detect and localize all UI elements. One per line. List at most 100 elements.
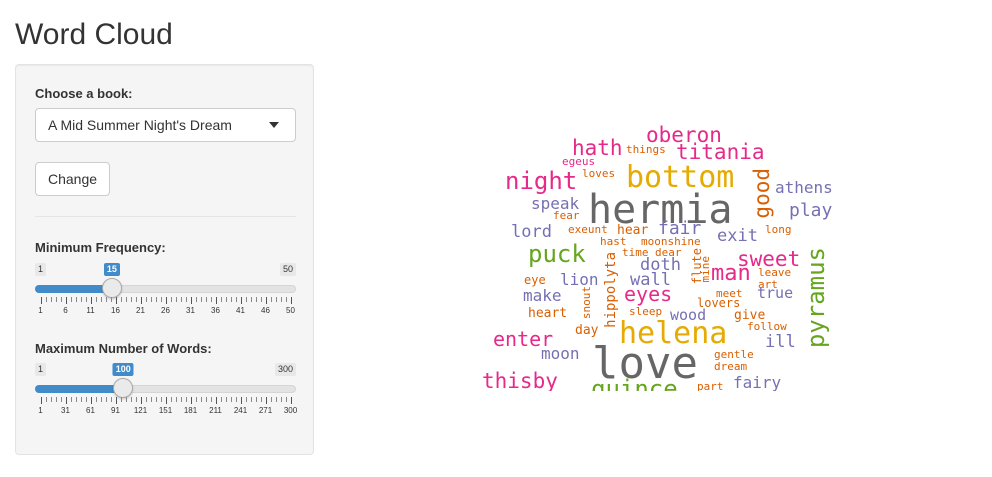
slider-tick-minor: [245, 297, 247, 302]
slider-tick-minor: [95, 397, 97, 402]
slider-tick-minor: [50, 297, 52, 302]
slider-tick-minor: [170, 397, 172, 402]
slider-tick-minor: [195, 297, 197, 302]
cloud-word: athens: [775, 178, 833, 197]
cloud-word: lord: [511, 222, 552, 242]
cloud-word: doth: [640, 255, 681, 275]
cloud-word: give: [734, 308, 766, 323]
slider-tick-minor: [180, 397, 182, 402]
slider-tick-minor: [185, 397, 187, 402]
cloud-word: eyes: [624, 282, 673, 306]
slider-tick-minor: [45, 297, 47, 302]
slider-tick-minor: [55, 397, 57, 402]
slider-tick-minor: [85, 397, 87, 402]
slider-tick-minor: [130, 397, 132, 402]
slider-tick-major: [115, 397, 117, 404]
cloud-word: ill: [765, 332, 796, 352]
slider-handle[interactable]: [101, 278, 122, 298]
cloud-word: enter: [493, 327, 554, 351]
cloud-word: play: [789, 200, 833, 221]
slider-tick-major: [240, 297, 242, 304]
cloud-word: sweet: [737, 247, 801, 271]
cloud-word: snout: [580, 286, 593, 320]
slider-tick-label: 211: [209, 406, 222, 415]
cloud-word: love: [592, 338, 698, 389]
slider-tick-major: [115, 297, 117, 304]
sidebar-panel: Choose a book: A Mid Summer Night's Drea…: [15, 64, 314, 455]
slider-tick-minor: [60, 397, 62, 402]
slider-handle[interactable]: [113, 378, 134, 398]
slider-tick-minor: [270, 397, 272, 402]
slider-tick-minor: [280, 297, 282, 302]
slider-tick-label: 11: [86, 306, 95, 315]
slider-min-label: 1: [35, 263, 47, 276]
book-label: Choose a book:: [35, 86, 133, 101]
cloud-word: hast: [600, 235, 627, 248]
slider-tick-minor: [70, 297, 72, 302]
cloud-word: night: [505, 167, 578, 195]
slider-tick-minor: [235, 397, 237, 402]
slider-tick-label: 46: [261, 306, 270, 315]
cloud-word: quince: [591, 375, 678, 391]
cloud-word: art: [758, 278, 778, 291]
slider-tick-label: 241: [233, 406, 248, 415]
slider-tick-major: [165, 297, 167, 304]
cloud-word: true: [757, 284, 794, 302]
slider-tick-label: 6: [63, 306, 68, 315]
slider-fill: [35, 385, 124, 393]
slider-tick-minor: [255, 397, 257, 402]
cloud-word: gentle: [714, 348, 754, 361]
cloud-word: heart: [528, 306, 568, 321]
slider-tick-minor: [260, 397, 262, 402]
cloud-word: wood: [670, 306, 707, 324]
slider-tick-minor: [225, 397, 227, 402]
cloud-word: meet: [716, 287, 743, 300]
slider-fill: [35, 285, 112, 293]
slider-tick-major: [40, 297, 42, 304]
slider-tick-major: [190, 297, 192, 304]
slider-tick-minor: [220, 297, 222, 302]
slider-tick-major: [290, 397, 292, 404]
slider-tick-minor: [230, 397, 232, 402]
slider-tick-label: 50: [286, 306, 295, 315]
cloud-word: speak: [531, 194, 580, 213]
slider-tick-minor: [105, 297, 107, 302]
slider-tick-minor: [205, 297, 207, 302]
cloud-word: titania: [676, 140, 765, 164]
cloud-word: fair: [658, 218, 702, 239]
slider-tick-minor: [205, 397, 207, 402]
cloud-word: eye: [524, 273, 546, 287]
slider-tick-major: [190, 397, 192, 404]
slider-tick-minor: [120, 397, 122, 402]
slider-value-label: 15: [103, 263, 120, 276]
cloud-word: good: [750, 168, 774, 219]
slider-tick-minor: [270, 297, 272, 302]
max-words-slider[interactable]: 1 300 100 1 31 61 91 121 151 181 211 241 271 300: [35, 363, 298, 423]
slider-max-label: 300: [274, 363, 296, 376]
cloud-word: moonshine: [641, 235, 701, 248]
cloud-word: time: [622, 246, 649, 259]
slider-tick-minor: [150, 297, 152, 302]
slider-tick-major: [215, 397, 217, 404]
book-select-value: A Mid Summer Night's Dream: [48, 117, 232, 133]
min-freq-slider[interactable]: 1 50 15 1 6 11 16 21 26 31 36 41 46 50: [35, 263, 296, 323]
slider-tick-minor: [135, 297, 137, 302]
slider-tick-major: [240, 397, 242, 404]
cloud-word: mine: [699, 256, 712, 283]
slider-tick-label: 181: [183, 406, 198, 415]
slider-tick-label: 300: [283, 406, 298, 415]
slider-tick-minor: [185, 297, 187, 302]
slider-tick-major: [140, 397, 142, 404]
cloud-word: loves: [582, 167, 616, 180]
cloud-word: helena: [619, 316, 728, 351]
cloud-word: exeunt: [568, 223, 608, 236]
slider-tick-minor: [100, 297, 102, 302]
book-select[interactable]: A Mid Summer Night's Dream: [35, 108, 296, 142]
slider-value-label: 100: [112, 363, 134, 376]
cloud-word: leave: [758, 266, 792, 279]
slider-tick-minor: [110, 297, 112, 302]
slider-tick-minor: [45, 397, 47, 402]
cloud-word: moon: [541, 344, 580, 363]
cloud-word: man: [711, 261, 751, 286]
change-button[interactable]: Change: [35, 162, 110, 196]
